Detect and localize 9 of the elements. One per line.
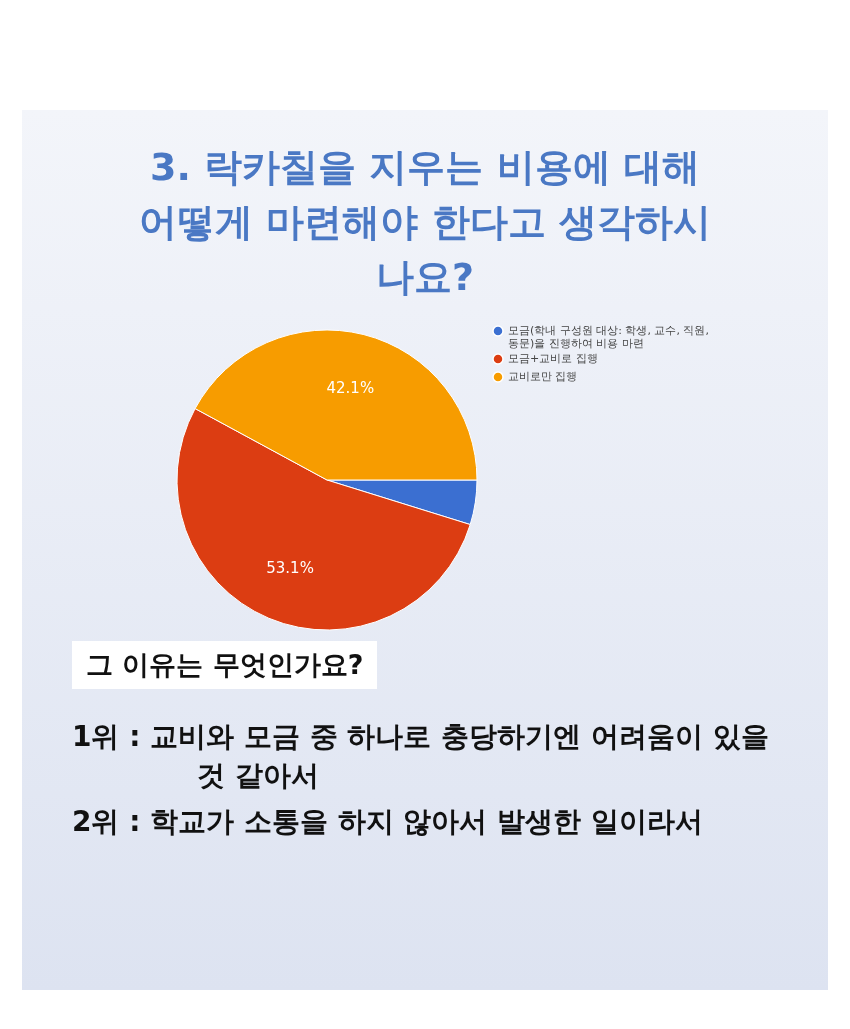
legend-label: 교비로만 집행 (508, 370, 578, 384)
text: 2위 : 학교가 소통을 하지 않아서 발생한 일이라서 (72, 803, 704, 840)
text: 그 이유는 무엇인가요? (72, 641, 378, 690)
chart-title: 3. 락카칠을 지우는 비용에 대해 어떻게 마련해야 한다고 생각하시나요? (138, 144, 712, 302)
legend-label: 모금(학내 구성원 대상: 학생, 교수, 직원, 동문)을 진행하여 비용 마련 (508, 324, 709, 351)
legend-label: 모금+교비로 집행 (508, 352, 598, 366)
data-label: 42.1% (326, 379, 375, 398)
text: 1위 : 교비와 모금 중 하나로 충당하기엔 어려움이 있을 것 같아서 (72, 719, 770, 795)
data-label: 53.1% (266, 558, 314, 577)
